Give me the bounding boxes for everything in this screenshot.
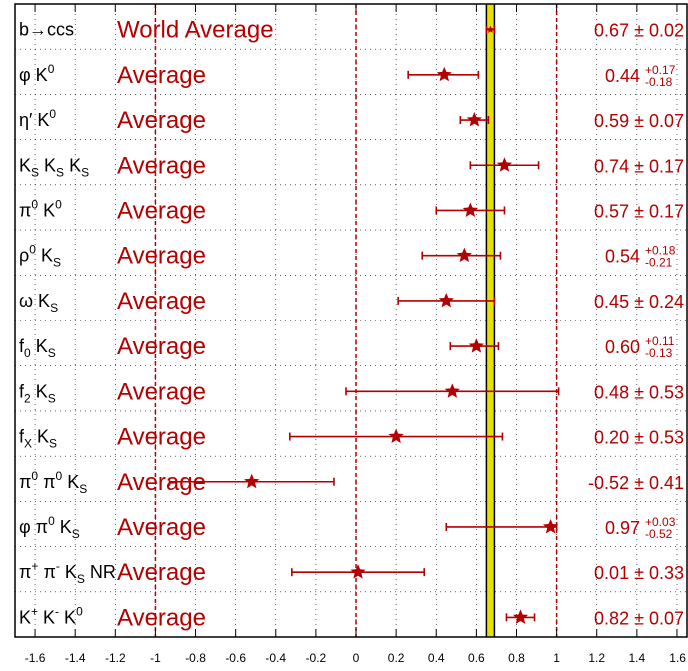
- process-label: b→ccs: [19, 20, 74, 40]
- average-label: Average: [117, 514, 206, 541]
- value-label: -0.52 ± 0.41: [588, 473, 684, 493]
- data-point-star: [462, 202, 478, 217]
- measurement-row: b→ccs World Average 0.67 ± 0.02: [19, 17, 684, 44]
- average-label: Average: [117, 62, 206, 89]
- x-tick-label: 1.6: [669, 651, 686, 665]
- data-point-star: [350, 564, 366, 579]
- measurement-row: ω KS​ Average 0.45 ± 0.24: [19, 288, 684, 315]
- average-label: Average: [117, 197, 206, 224]
- measurement-row: KS​ KS​ KS​ Average 0.74 ± 0.17: [19, 152, 684, 179]
- x-tick-label: -1.2: [105, 651, 126, 665]
- data-point-star: [466, 112, 482, 127]
- x-tick-label: -1.6: [25, 651, 46, 665]
- value-label: 0.20 ± 0.53: [594, 428, 684, 448]
- error-plus-label: +0.18: [645, 244, 676, 258]
- data-point-star: [444, 383, 460, 398]
- error-minus-label: -0.52: [645, 527, 673, 541]
- data-point-star: [542, 518, 559, 534]
- x-tick-label: 1.4: [629, 651, 646, 665]
- value-label: 0.01 ± 0.33: [594, 563, 684, 583]
- average-label: Average: [117, 378, 206, 405]
- average-label: Average: [117, 333, 206, 360]
- process-label: f0​ KS​: [19, 336, 56, 360]
- error-plus-label: +0.17: [645, 63, 676, 77]
- data-point-star: [244, 473, 260, 489]
- measurement-row: φ π0​ KS​ Average 0.97 +0.03-0.52: [19, 514, 676, 541]
- data-point-star: [436, 66, 452, 82]
- world-average-band: [486, 4, 495, 637]
- value-label: 0.60: [605, 337, 640, 357]
- value-label: 0.54: [605, 247, 640, 267]
- data-point-star: [512, 609, 529, 624]
- measurement-row: φ K0​ Average 0.44 +0.17-0.18: [19, 62, 676, 89]
- data-point-star: [486, 25, 495, 33]
- error-plus-label: +0.03: [645, 515, 676, 529]
- process-label: ω KS​: [19, 291, 58, 315]
- value-label: 0.44: [605, 66, 640, 86]
- value-label: 0.57 ± 0.17: [594, 201, 684, 221]
- average-label: Average: [117, 559, 206, 586]
- process-label: φ π0​ KS​: [19, 514, 80, 541]
- value-label: 0.97: [605, 518, 640, 538]
- process-label: φ K0​: [19, 62, 55, 85]
- x-tick-label: 0: [353, 651, 360, 665]
- x-tick-label: -0.6: [225, 651, 246, 665]
- x-tick-label: 0.4: [428, 651, 445, 665]
- average-label: Average: [117, 424, 206, 451]
- x-tick-label: 0.8: [508, 651, 525, 665]
- data-point-star: [496, 157, 513, 172]
- value-label: 0.48 ± 0.53: [594, 382, 684, 402]
- process-label: η′ K0​: [19, 107, 56, 130]
- world-average-label: World Average: [117, 17, 274, 44]
- error-minus-label: -0.18: [645, 75, 673, 89]
- x-tick-label: -1: [150, 651, 161, 665]
- process-label: π0​ π0​ KS​: [19, 469, 87, 496]
- process-label: fX​ KS​: [19, 427, 57, 451]
- x-tick-label: 0.6: [468, 651, 485, 665]
- measurement-row: π0​ π0​ KS​Average-0.52 ± 0.41: [19, 469, 684, 496]
- average-label: Average: [117, 288, 206, 315]
- data-point-star: [438, 292, 454, 308]
- value-label: 0.82 ± 0.07: [594, 608, 684, 628]
- measurement-row: K+​ K-​ K0​ Average 0.82 ± 0.07: [19, 604, 684, 631]
- average-label: Average: [117, 107, 206, 134]
- process-label: π+​ π-​ KS​ NR: [19, 559, 116, 586]
- data-point-star: [456, 247, 472, 263]
- process-label: f2​ KS​: [19, 381, 56, 405]
- error-minus-label: -0.21: [645, 256, 673, 270]
- error-minus-label: -0.13: [645, 346, 673, 360]
- process-label: K+​ K-​ K0​: [19, 604, 83, 627]
- value-label: 0.67 ± 0.02: [594, 21, 684, 41]
- x-tick-label: 0.2: [388, 651, 405, 665]
- data-point-star: [388, 428, 404, 444]
- process-label: ρ0​ KS​: [19, 243, 61, 270]
- x-tick-label: -0.8: [185, 651, 206, 665]
- average-label: Average: [117, 152, 206, 179]
- data-point-star: [468, 338, 484, 353]
- measurement-row: ρ0​ KS​ Average 0.54 +0.18-0.21: [19, 243, 676, 270]
- average-label: Average: [117, 243, 206, 270]
- value-label: 0.74 ± 0.17: [594, 156, 684, 176]
- process-label: KS​ KS​ KS​: [19, 155, 89, 179]
- x-tick-label: -0.4: [265, 651, 286, 665]
- process-label: π0​ K0​: [19, 197, 62, 220]
- x-tick-label: -0.2: [306, 651, 327, 665]
- error-plus-label: +0.11: [645, 334, 675, 348]
- measurement-row: η′ K0​ Average 0.59 ± 0.07: [19, 107, 684, 134]
- measurement-row: f0​ KS​ Average 0.60 +0.11-0.13: [19, 333, 675, 360]
- x-tick-label: 1: [553, 651, 560, 665]
- average-label: Average: [117, 604, 206, 631]
- plot-frame: [14, 3, 688, 638]
- value-label: 0.59 ± 0.07: [594, 111, 684, 131]
- measurement-row: f2​ KS​ Average 0.48 ± 0.53: [19, 378, 684, 405]
- x-tick-label: -1.4: [65, 651, 86, 665]
- x-tick-label: 1.2: [588, 651, 605, 665]
- measurement-row: fX​ KS​ Average 0.20 ± 0.53: [19, 424, 684, 451]
- measurement-row: π0​ K0​ Average 0.57 ± 0.17: [19, 197, 684, 224]
- value-label: 0.45 ± 0.24: [594, 292, 684, 312]
